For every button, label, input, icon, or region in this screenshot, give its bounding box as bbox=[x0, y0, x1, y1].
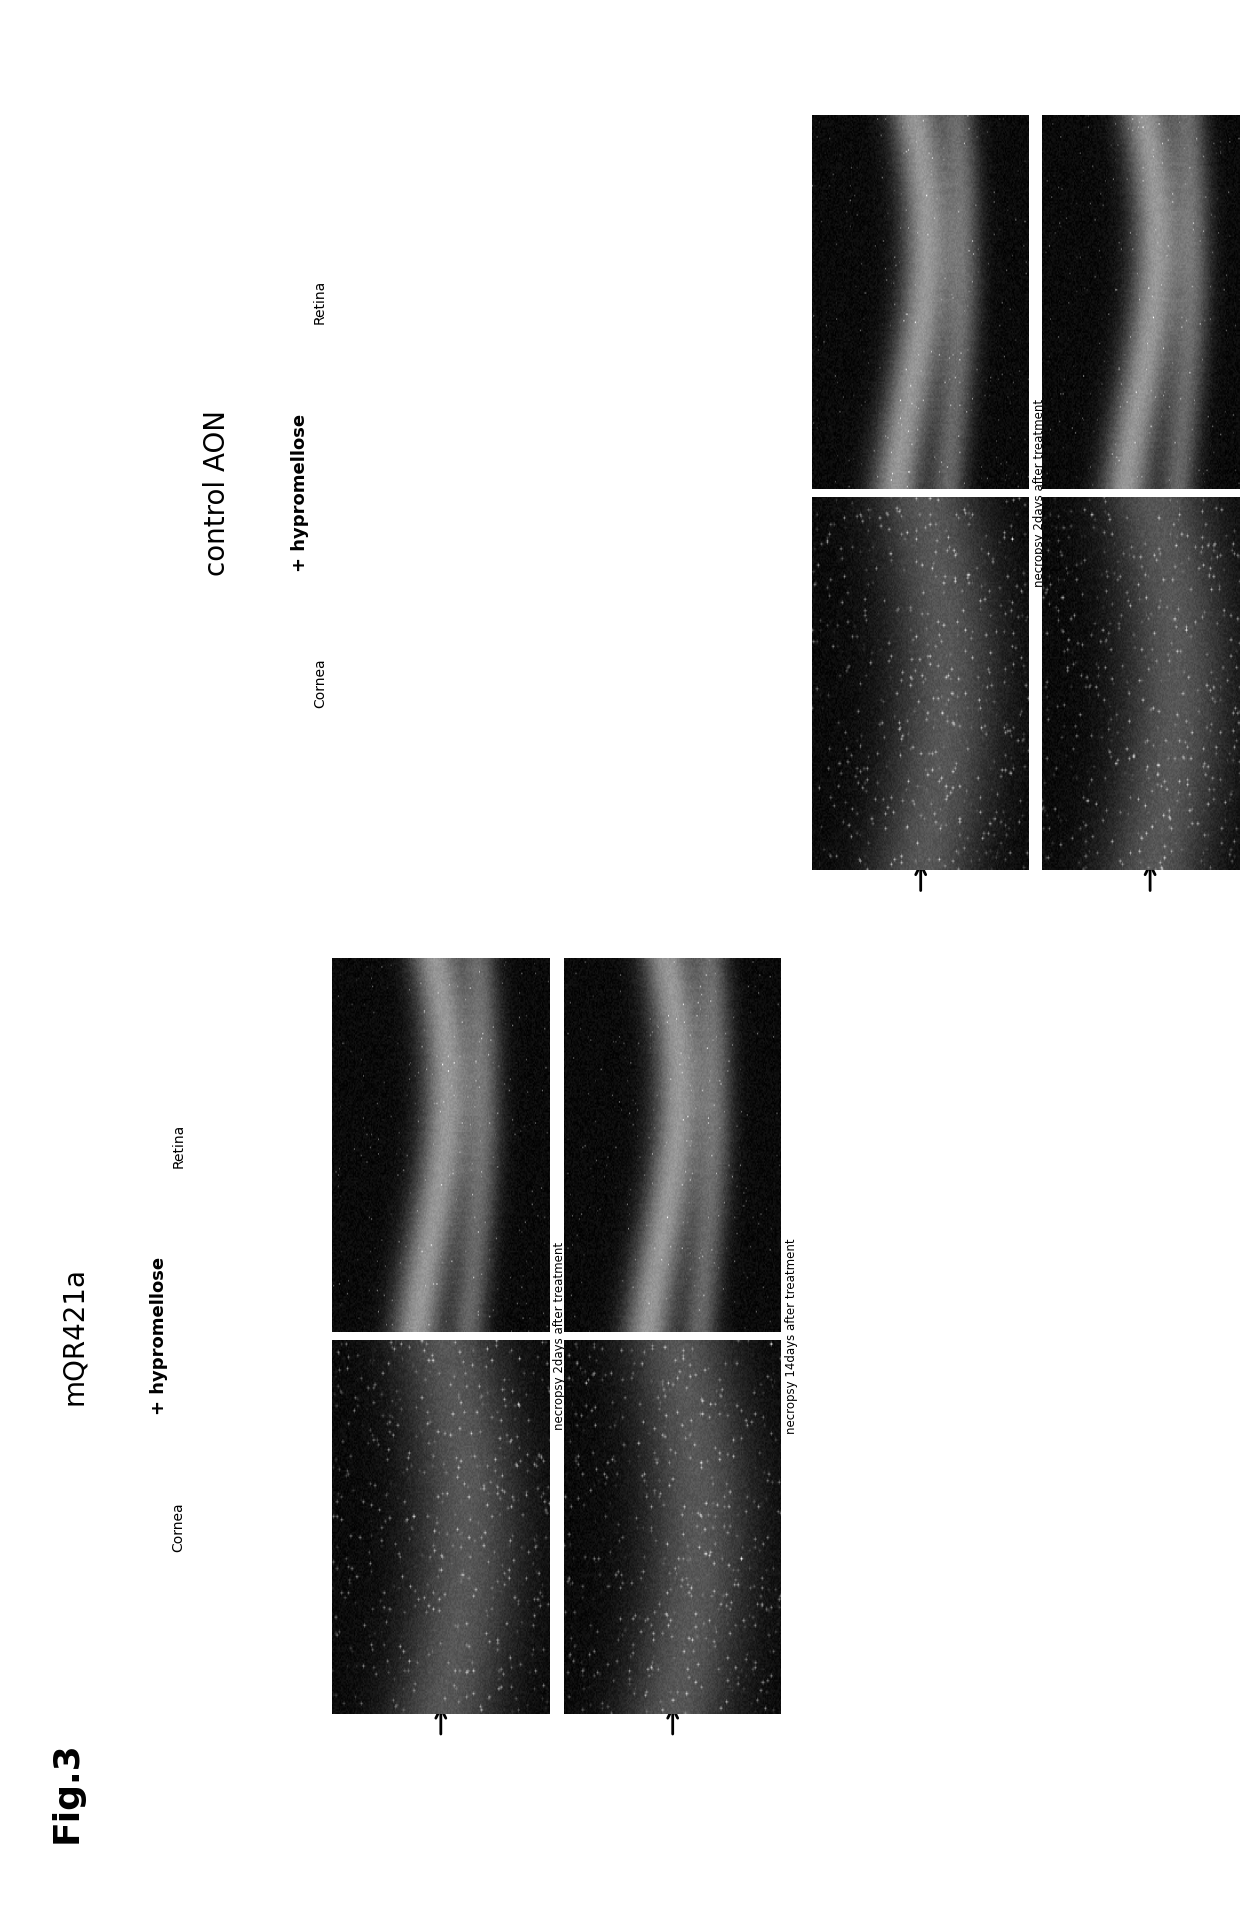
Text: necropsy 14days after treatment: necropsy 14days after treatment bbox=[785, 1238, 797, 1434]
Text: control AON: control AON bbox=[203, 410, 231, 575]
Text: mQR421a: mQR421a bbox=[61, 1267, 88, 1405]
Text: Fig.3: Fig.3 bbox=[50, 1741, 83, 1844]
Text: necropsy 2days after treatment: necropsy 2days after treatment bbox=[1033, 399, 1045, 587]
Text: Cornea: Cornea bbox=[171, 1503, 186, 1551]
Text: Retina: Retina bbox=[312, 280, 327, 324]
Text: necropsy 2days after treatment: necropsy 2days after treatment bbox=[553, 1242, 565, 1430]
Text: + hypromellose: + hypromellose bbox=[150, 1258, 167, 1415]
Text: Cornea: Cornea bbox=[312, 659, 327, 707]
Text: + hypromellose: + hypromellose bbox=[291, 414, 309, 571]
Text: Retina: Retina bbox=[171, 1123, 186, 1167]
